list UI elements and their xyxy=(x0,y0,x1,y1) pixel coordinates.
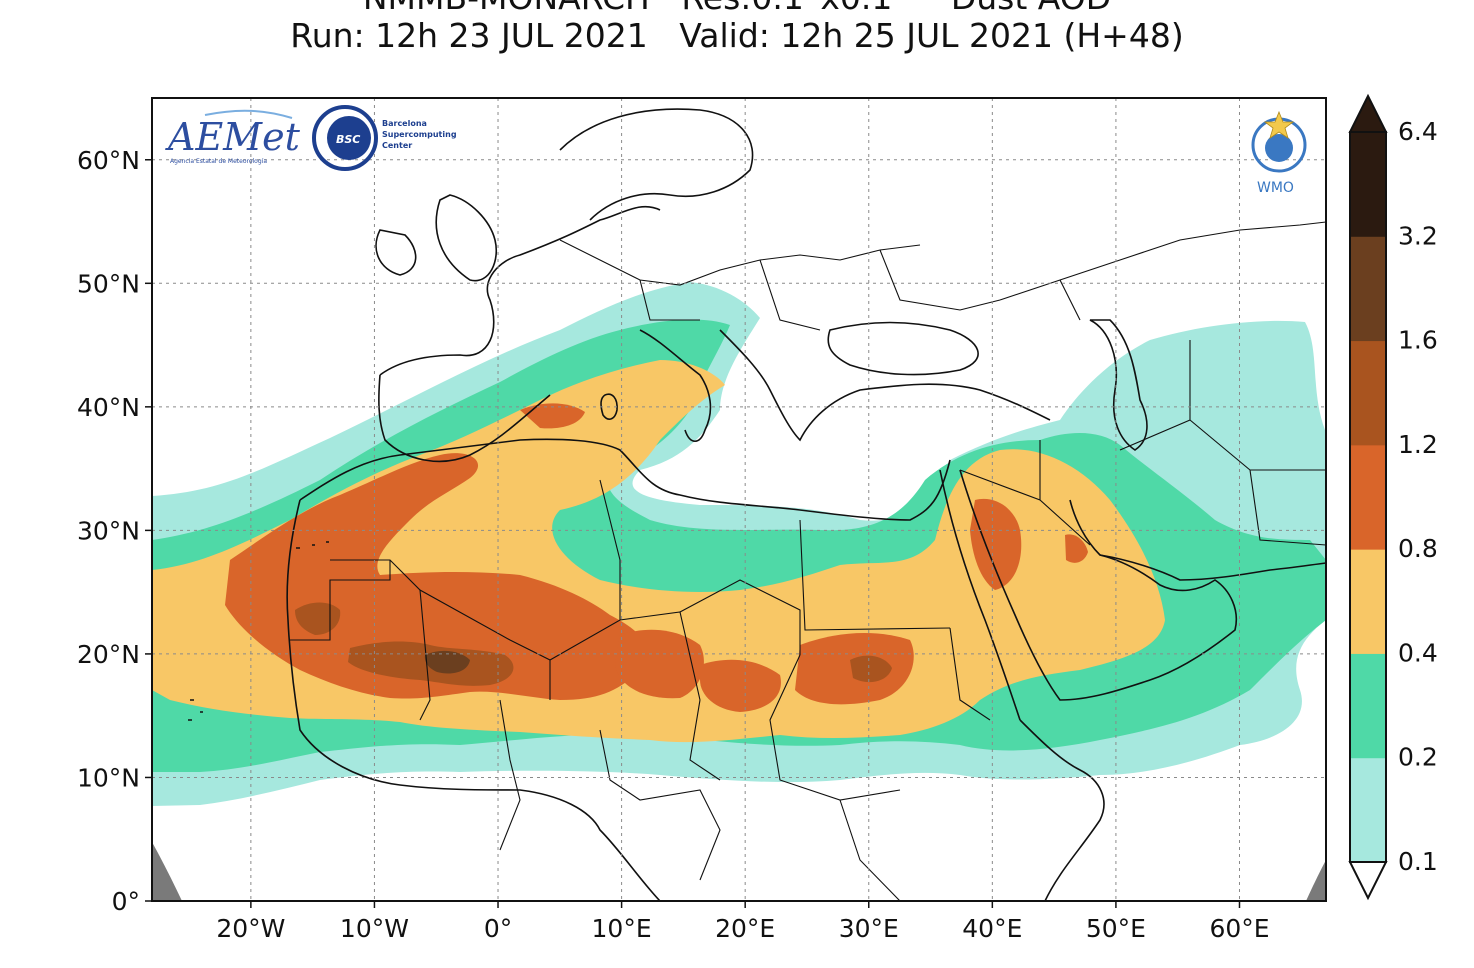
lat-tick-label: 50°N xyxy=(77,269,140,298)
title-run-line: Run: 12h 23 JUL 2021 Valid: 12h 25 JUL 2… xyxy=(290,16,1184,55)
aemet-logo-subtext: Agencia Estatal de Meteorología xyxy=(170,158,267,165)
lon-tick-label: 10°W xyxy=(340,914,409,943)
lon-tick-label: 20°E xyxy=(715,914,775,943)
bsc-logo-badge: BSC xyxy=(336,133,360,146)
colorbar-segment xyxy=(1350,444,1386,550)
lat-tick-label: 10°N xyxy=(77,763,140,792)
nodata-left xyxy=(152,842,182,901)
colorbar-level-label: 0.4 xyxy=(1398,638,1438,667)
colorbar-level-label: 1.6 xyxy=(1398,326,1438,355)
colorbar-segment xyxy=(1350,340,1386,446)
longitude-tick-labels: 20°W 10°W 0° 10°E 20°E 30°E 40°E 50°E 60°E xyxy=(216,914,1269,943)
wmo-logo: WMO xyxy=(1251,110,1307,196)
coastlines xyxy=(188,108,1326,901)
lat-tick-label: 40°N xyxy=(77,393,140,422)
colorbar-level-label: 3.2 xyxy=(1398,221,1438,250)
latitude-tick-labels: 0° 10°N 20°N 30°N 40°N 50°N 60°N xyxy=(77,146,140,916)
lat-tick-label: 60°N xyxy=(77,146,140,175)
bsc-logo-line1: Barcelona xyxy=(382,119,427,128)
colorbar-level-label: 0.1 xyxy=(1398,847,1438,876)
colorbar-segment xyxy=(1350,653,1386,759)
colorbar-under-extension xyxy=(1348,861,1388,901)
lon-tick-label: 10°E xyxy=(592,914,652,943)
colorbar-level-label: 6.4 xyxy=(1398,117,1438,146)
lon-tick-label: 20°W xyxy=(216,914,285,943)
colorbar: 0.1 0.2 0.4 0.8 1.2 1.6 3.2 6.4 xyxy=(1348,93,1438,901)
colorbar-segment xyxy=(1350,132,1386,237)
lat-tick-label: 30°N xyxy=(77,516,140,545)
lon-tick-label: 30°E xyxy=(839,914,899,943)
colorbar-level-label: 0.8 xyxy=(1398,534,1438,563)
map-frame xyxy=(151,97,1327,902)
lon-tick-label: 60°E xyxy=(1209,914,1269,943)
graticule xyxy=(152,98,1326,901)
nodata-right xyxy=(1306,860,1326,901)
bsc-logo-line2: Supercomputing xyxy=(382,130,457,139)
aemet-logo-text: AEMet xyxy=(165,115,301,159)
title-block: NMMB-MONARCH Res:0.1°x0.1° Dust AOD Run:… xyxy=(0,0,1474,60)
lat-tick-label: 0° xyxy=(112,887,140,916)
colorbar-segment xyxy=(1350,549,1386,654)
aod-level-1-6 xyxy=(424,650,470,674)
colorbar-over-extension xyxy=(1348,93,1388,133)
colorbar-frame xyxy=(1349,131,1387,863)
title-model-line: NMMB-MONARCH Res:0.1°x0.1° Dust AOD xyxy=(0,0,1474,18)
bsc-logo-line3: Center xyxy=(382,141,412,150)
lon-tick-label: 0° xyxy=(484,914,512,943)
colorbar-segment xyxy=(1350,236,1386,342)
colorbar-level-label: 0.2 xyxy=(1398,743,1438,772)
lon-tick-label: 50°E xyxy=(1086,914,1146,943)
colorbar-segment xyxy=(1350,757,1386,863)
aemet-logo: AEMet Agencia Estatal de Meteorología xyxy=(165,109,301,165)
lon-tick-label: 40°E xyxy=(962,914,1022,943)
colorbar-level-label: 1.2 xyxy=(1398,430,1438,459)
bsc-logo: BSC Barcelona Supercomputing Center xyxy=(312,105,457,171)
axis-ticks xyxy=(145,159,1241,908)
aod-level-0-8 xyxy=(225,403,1088,712)
country-borders xyxy=(290,221,1326,901)
lat-tick-label: 20°N xyxy=(77,640,140,669)
wmo-logo-text: WMO xyxy=(1257,180,1294,196)
